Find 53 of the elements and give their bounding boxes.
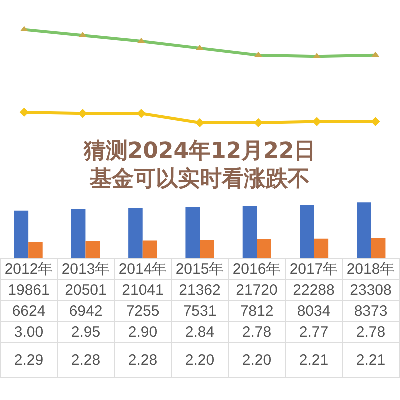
data-label: 20501: [58, 280, 114, 300]
bar: [200, 240, 214, 258]
data-label: 21362: [172, 280, 228, 300]
data-label: 2.28: [58, 342, 114, 378]
bar: [71, 209, 86, 258]
x-tick-label: 2014年: [114, 258, 172, 280]
bar: [142, 240, 158, 258]
data-label: 2.95: [58, 322, 114, 342]
bar: [314, 238, 329, 258]
x-tick-label: 2017年: [286, 258, 342, 280]
data-label: 6942: [58, 300, 114, 322]
bar: [300, 205, 314, 258]
data-label: 2.21: [286, 342, 342, 378]
bar: [28, 242, 43, 258]
bar: [257, 239, 272, 258]
data-label: 2.90: [114, 322, 172, 342]
x-tick-label: 2016年: [228, 258, 286, 280]
data-label: 6624: [0, 300, 58, 322]
bar: [357, 202, 372, 258]
x-tick-label: 2013年: [58, 258, 114, 280]
bar: [14, 210, 29, 258]
point: [136, 109, 146, 118]
data-label: 2.21: [342, 342, 400, 378]
data-label: 3.00: [0, 322, 58, 342]
data-label: 2.78: [228, 322, 286, 342]
data-label: 19861: [0, 280, 58, 300]
data-label: 21720: [228, 280, 286, 300]
data-label: 8373: [342, 300, 400, 322]
bar: [86, 242, 100, 258]
data-label: 7531: [172, 300, 228, 322]
x-tick-label: 2012年: [0, 258, 58, 280]
data-label: 2.29: [0, 342, 58, 378]
data-label: 23308: [342, 280, 400, 300]
data-label: 2.20: [228, 342, 286, 378]
data-label: 2.77: [286, 322, 342, 342]
bar: [128, 208, 143, 258]
data-label: 21041: [114, 280, 172, 300]
chart-title: 猜测2024年12月22日基金可以实时看涨跌不: [82, 138, 318, 194]
data-label: 2.84: [172, 322, 228, 342]
data-label: 7255: [114, 300, 172, 322]
data-label: 22288: [286, 280, 342, 300]
bar: [371, 238, 386, 258]
x-tick-label: 2018年: [342, 258, 400, 280]
data-label: 8034: [286, 300, 342, 322]
bar: [186, 207, 200, 258]
x-tick-label: 2015年: [172, 258, 228, 280]
bar: [242, 206, 258, 258]
data-label: 2.78: [342, 322, 400, 342]
point: [20, 108, 29, 118]
point: [371, 117, 380, 126]
data-label: 2.20: [172, 342, 228, 378]
data-label: 2.28: [114, 342, 172, 378]
data-label: 7812: [228, 300, 286, 322]
